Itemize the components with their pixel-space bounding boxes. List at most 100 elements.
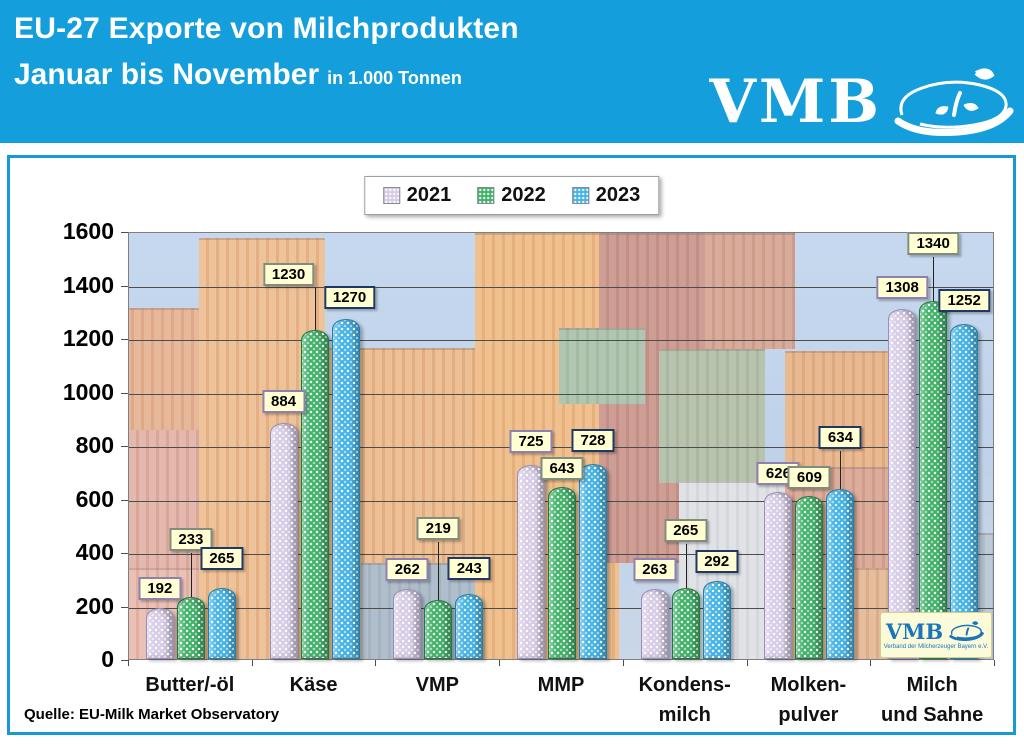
bar-2021-k-se [269, 422, 298, 659]
data-label: 1252 [938, 289, 990, 313]
bar-2021-butter-l [145, 607, 174, 659]
x-axis-category-label: MMP [486, 670, 636, 700]
bar-2021-molken-pulver [764, 491, 793, 659]
legend-item-2021: 2021 [382, 184, 452, 207]
bar-2022-butter-l [176, 596, 205, 659]
vmb-watermark-text: VMB [885, 618, 944, 644]
x-axis-category-label-line: Molken- [770, 674, 847, 696]
y-axis-tick-label: 1600 [62, 218, 114, 244]
bar-texture [177, 597, 204, 658]
bar-texture [394, 589, 421, 658]
y-axis-tick [121, 446, 128, 447]
bar-2023-molken-pulver [826, 489, 855, 659]
label-leader-line [840, 451, 842, 490]
y-axis-tick-label: 1400 [62, 271, 114, 298]
vmb-logo: VMB [709, 63, 1016, 141]
x-axis-tick [499, 660, 501, 666]
legend-label: 2021 [406, 184, 452, 206]
bar-texture [827, 490, 854, 658]
data-label: 265 [200, 547, 244, 571]
x-axis-category-label-line: Kondens- [638, 674, 731, 696]
x-axis-category-label: VMP [362, 670, 512, 700]
bar-2022-vmp [424, 600, 453, 659]
shipping-container-block [705, 233, 795, 349]
data-label: 219 [416, 517, 460, 541]
gridline [129, 340, 993, 341]
legend-swatch-icon [477, 187, 495, 204]
bar-texture [796, 497, 823, 658]
bar-2023-k-se [331, 319, 360, 659]
bar-2022-k-se [300, 329, 329, 659]
data-label: 292 [695, 549, 739, 573]
x-axis-category-label-line: Käse [289, 674, 338, 696]
x-axis-category-label: Butter/-öl [115, 670, 265, 700]
data-label: 262 [385, 557, 429, 581]
x-axis-tick [870, 660, 872, 666]
bar-texture [951, 325, 978, 658]
y-axis-tick-label: 0 [101, 646, 114, 672]
bar-2021-vmp [393, 588, 422, 659]
y-axis-tick-label: 400 [75, 539, 114, 565]
x-axis-tick [622, 660, 624, 666]
bar-texture [703, 581, 730, 658]
x-axis-tick [128, 660, 129, 666]
header-banner: EU-27 Exporte von Milchprodukten Januar … [0, 0, 1024, 143]
bar-texture [456, 595, 483, 658]
vmb-logo-text: VMB [709, 67, 882, 137]
legend-label: 2022 [501, 184, 546, 206]
y-axis-tick [121, 660, 128, 661]
bar-2022-mmp [548, 487, 576, 659]
x-axis-category-label-line: MMP [537, 674, 585, 696]
vmb-watermark-subtext: Verband der Milcherzeuger Bayern e.V. [883, 644, 989, 650]
x-axis-category-label-line: Butter/-öl [145, 674, 235, 696]
data-label: 263 [633, 557, 677, 581]
page-title-line2-text: Januar bis November [14, 58, 320, 91]
y-axis-tick-label: 600 [75, 485, 114, 512]
bar-2023-milch-und-sahne [950, 324, 979, 659]
gridline [129, 286, 993, 288]
x-axis-category-label-line: milch [658, 704, 711, 726]
x-axis-tick [251, 660, 253, 666]
data-label: 884 [262, 389, 306, 413]
bar-texture [580, 465, 606, 658]
bar-texture [889, 310, 916, 658]
gridline [129, 447, 993, 448]
bar-texture [672, 589, 699, 658]
data-label: 1340 [907, 231, 959, 255]
data-label: 243 [447, 557, 491, 580]
page-title-line2: Januar bis November in 1.000 Tonnen [14, 58, 462, 92]
x-axis-category-label: Milch und Sahne [857, 670, 1007, 730]
y-axis-tick [121, 232, 128, 233]
bar-2022-milch-und-sahne [919, 300, 948, 659]
data-label: 192 [138, 576, 182, 600]
page-title-line1: EU-27 Exporte von Milchprodukten [14, 12, 519, 45]
bar-2021-milch-und-sahne [888, 309, 917, 659]
data-label: 643 [540, 457, 584, 480]
y-axis-tick [121, 339, 128, 340]
x-axis-category-label-line: pulver [778, 704, 839, 726]
legend-swatch-icon [382, 187, 400, 204]
bar-texture [146, 608, 173, 658]
source-caption: Quelle: EU-Milk Market Observatory [24, 706, 280, 723]
legend-item-2023: 2023 [571, 184, 641, 207]
bar-texture [270, 423, 297, 658]
bar-texture [920, 301, 947, 658]
page-title-suffix: in 1.000 Tonnen [327, 68, 462, 88]
x-axis-category-label: Kondens-milch [610, 670, 760, 730]
vmb-watermark-ellipse-icon [949, 621, 984, 642]
chart-frame: 2021 2022 2023 0 200 400 600 800 1000 1200 1400 16… [7, 155, 1016, 735]
bar-2023-mmp [579, 464, 607, 659]
legend-label: 2023 [595, 184, 641, 206]
data-label: 1308 [876, 276, 928, 300]
bar-2021-kondens-milch [640, 588, 669, 659]
bar-texture [518, 466, 544, 658]
y-axis-tick [121, 553, 128, 554]
label-leader-line [190, 552, 192, 597]
data-label: 1230 [262, 262, 315, 286]
label-leader-line [438, 542, 440, 601]
bar-2023-kondens-milch [702, 580, 731, 659]
bar-texture [332, 320, 359, 658]
bar-texture [208, 589, 235, 658]
vmb-ellipse-icon [894, 68, 1014, 136]
label-leader-line [933, 256, 935, 301]
